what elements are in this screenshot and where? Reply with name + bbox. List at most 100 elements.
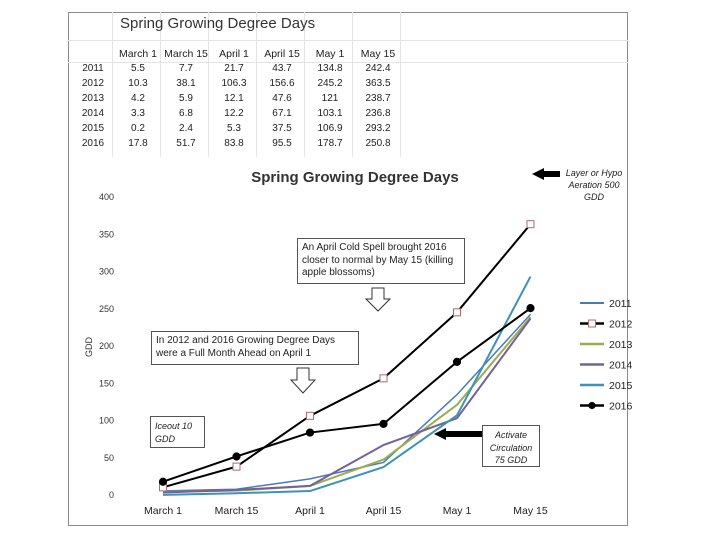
- grid-line: [112, 12, 113, 157]
- table-row: 2014 3.3 6.8 12.2 67.1 103.1 236.8: [72, 106, 402, 121]
- table-row: 2013 4.2 5.9 12.1 47.6 121 238.7: [72, 91, 402, 106]
- grid-line: [352, 12, 353, 157]
- table-cell: 5.5: [131, 63, 145, 74]
- y-axis: 0 50 100 150 200 250 300 350 400: [99, 192, 114, 500]
- y-tick-label: 50: [104, 453, 114, 463]
- table-cell: 51.7: [176, 138, 196, 149]
- data-point-2016: [232, 452, 241, 461]
- aeration-note: Layer or Hypo Aeration 500 GDD: [565, 168, 623, 202]
- table-cell: 43.7: [272, 63, 292, 74]
- column-header: May 15: [360, 47, 396, 60]
- table-row: 2011 5.5 7.7 21.7 43.7 134.8 242.4: [72, 61, 402, 76]
- grid-line: [160, 12, 161, 157]
- table-cell: 5.3: [227, 123, 241, 134]
- y-tick-label: 0: [109, 490, 114, 500]
- legend-label-2016: 2016: [609, 401, 633, 413]
- table-cell: 106.3: [221, 78, 247, 89]
- x-tick-label: May 15: [513, 505, 548, 517]
- table-cell: 238.7: [365, 93, 391, 104]
- year-cell: 2011: [82, 63, 104, 74]
- y-tick-label: 400: [99, 192, 114, 202]
- table-cell: 293.2: [365, 123, 391, 134]
- table-cell: 4.2: [131, 93, 145, 104]
- column-header: March 1: [119, 47, 157, 60]
- grid-line: [304, 12, 305, 157]
- y-tick-label: 350: [99, 229, 114, 239]
- legend-marker-2016: [588, 401, 596, 410]
- x-tick-label: March 1: [144, 505, 182, 517]
- x-tick-label: May 1: [443, 505, 472, 517]
- y-tick-label: 100: [99, 416, 114, 426]
- series-line-2012: [162, 223, 532, 489]
- data-point-2016: [526, 304, 535, 313]
- grid-line: [208, 12, 209, 157]
- grid-line: [256, 12, 257, 157]
- table-cell: 106.9: [317, 123, 343, 134]
- table-cell: 12.2: [224, 108, 244, 119]
- table-cell: 37.5: [272, 123, 292, 134]
- table-cell: 6.8: [179, 108, 193, 119]
- table-cell: 7.7: [179, 63, 193, 74]
- legend-label-2013: 2013: [609, 339, 633, 351]
- table-cell: 245.2: [317, 78, 343, 89]
- table-cell: 12.1: [224, 93, 244, 104]
- gdd-table: March 1 March 15 April 1 April 15 May 1 …: [72, 46, 402, 151]
- column-header: May 1: [315, 47, 345, 60]
- arrow-down-icon: [289, 367, 317, 394]
- table-row: 2015 0.2 2.4 5.3 37.5 106.9 293.2: [72, 121, 402, 136]
- table-cell: 3.3: [131, 108, 145, 119]
- callout-arrows: [289, 168, 560, 440]
- legend: 2011 2012 2013 2014 2015 2016: [580, 298, 633, 413]
- table-cell: 47.6: [272, 93, 292, 104]
- data-point-2012: [232, 462, 241, 471]
- year-cell: 2012: [81, 78, 105, 89]
- y-tick-label: 250: [99, 304, 114, 314]
- legend-marker-2012: [588, 319, 596, 328]
- arrow-left-icon: [434, 428, 482, 440]
- table-cell: 103.1: [317, 108, 343, 119]
- table-cell: 156.6: [269, 78, 295, 89]
- y-axis-label: GDD: [84, 337, 94, 358]
- table-cell: 134.8: [317, 63, 343, 74]
- arrow-left-icon: [532, 168, 560, 180]
- data-point-2012: [379, 374, 388, 383]
- data-point-2016: [305, 428, 315, 437]
- iceout-note: Iceout 10 GDD: [150, 416, 205, 448]
- column-header: April 1: [219, 47, 249, 60]
- series-line-2014: [162, 317, 532, 494]
- table-cell: 0.2: [131, 123, 145, 134]
- legend-label-2011: 2011: [609, 298, 632, 310]
- year-cell: 2015: [81, 123, 105, 134]
- cold-spell-note: An April Cold Spell brought 2016 closer …: [297, 238, 465, 284]
- table-cell: 17.8: [128, 138, 148, 149]
- table-cell: 178.7: [317, 138, 343, 149]
- grid-line: [68, 40, 628, 41]
- table-cell: 2.4: [179, 123, 193, 134]
- table-cell: 38.1: [176, 78, 196, 89]
- table-cell: 250.8: [365, 138, 391, 149]
- series-line-2015: [162, 276, 532, 496]
- legend-label-2012: 2012: [609, 319, 633, 331]
- series-line-2016: [162, 307, 532, 483]
- y-tick-label: 300: [99, 267, 114, 277]
- table-cell: 83.8: [224, 138, 244, 149]
- year-cell: 2016: [81, 138, 105, 149]
- series-layer: [158, 220, 535, 496]
- month-ahead-note: In 2012 and 2016 Growing Degree Days wer…: [151, 331, 359, 365]
- column-header: March 15: [164, 47, 208, 60]
- data-point-2012: [453, 308, 461, 317]
- x-tick-label: April 15: [366, 505, 402, 517]
- table-cell: 236.8: [365, 108, 391, 119]
- x-axis: March 1 March 15 April 1 April 15 May 1 May 1…: [144, 505, 548, 517]
- y-tick-label: 200: [99, 341, 114, 351]
- column-header: April 15: [264, 47, 300, 60]
- table-row: 2016 17.8 51.7 83.8 95.5 178.7 250.8: [72, 136, 402, 151]
- grid-line: [68, 62, 628, 63]
- data-point-2016: [452, 357, 462, 366]
- grid-line: [400, 12, 401, 157]
- data-point-2012: [526, 220, 535, 229]
- circulation-note: Activate Circulation 75 GDD: [482, 425, 540, 467]
- table-cell: 67.1: [272, 108, 292, 119]
- year-cell: 2013: [81, 93, 105, 104]
